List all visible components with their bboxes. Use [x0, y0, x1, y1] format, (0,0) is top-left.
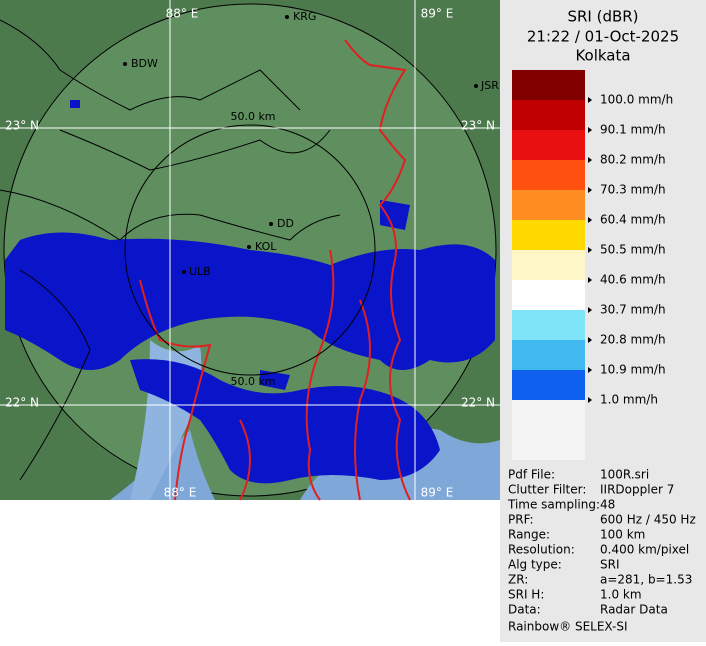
legend-label: 100.0 mm/h — [600, 93, 673, 107]
legend-arrow — [588, 277, 592, 283]
city-label: DD — [277, 217, 294, 230]
city-label: KOL — [255, 240, 277, 253]
panel-time: 21:22 / 01-Oct-2025 — [527, 28, 679, 46]
city-label: ULB — [189, 265, 211, 278]
legend-label: 10.9 mm/h — [600, 363, 666, 377]
legend-swatch — [512, 220, 585, 250]
legend-arrow — [588, 217, 592, 223]
legend-label: 20.8 mm/h — [600, 333, 666, 347]
info-key: Clutter Filter: — [508, 483, 586, 497]
info-key: PRF: — [508, 513, 534, 527]
legend-label: 80.2 mm/h — [600, 153, 666, 167]
info-value: 0.400 km/pixel — [600, 543, 689, 557]
grid-label: 88° E — [164, 486, 197, 500]
info-key: Resolution: — [508, 543, 575, 557]
city-label: JSR — [480, 79, 499, 92]
legend-label: 1.0 mm/h — [600, 393, 658, 407]
legend-swatch — [512, 340, 585, 370]
panel-title: SRI (dBR) — [567, 8, 638, 26]
info-key: SRI H: — [508, 588, 544, 602]
legend-swatch — [512, 190, 585, 220]
grid-label: 23° N — [5, 119, 39, 133]
grid-label: 23° N — [461, 119, 495, 133]
legend-arrow — [588, 97, 592, 103]
info-key: Time sampling: — [507, 498, 600, 512]
legend-swatch — [512, 310, 585, 340]
info-value: IIRDoppler 7 — [600, 483, 674, 497]
legend-arrow — [588, 247, 592, 253]
info-value: 48 — [600, 498, 615, 512]
grid-label: 89° E — [421, 7, 454, 21]
info-value: SRI — [600, 558, 620, 572]
legend-label: 40.6 mm/h — [600, 273, 666, 287]
info-value: 600 Hz / 450 Hz — [600, 513, 696, 527]
grid-label: 88° E — [166, 7, 199, 21]
info-key: Alg type: — [508, 558, 562, 572]
range-label: 50.0 km — [230, 110, 275, 123]
grid-label: 89° E — [421, 486, 454, 500]
legend-arrow — [588, 157, 592, 163]
legend-swatch — [512, 100, 585, 130]
grid-label: 22° N — [5, 396, 39, 410]
legend-label: 90.1 mm/h — [600, 123, 666, 137]
footer: Rainbow® SELEX-SI — [508, 620, 628, 634]
legend-arrow — [588, 127, 592, 133]
panel-site: Kolkata — [575, 47, 630, 65]
info-value: 100R.sri — [600, 468, 649, 482]
legend-arrow — [588, 307, 592, 313]
info-value: 100 km — [600, 528, 645, 542]
legend-swatch — [512, 160, 585, 190]
range-label: 50.0 km — [230, 375, 275, 388]
info-key: Pdf File: — [508, 468, 555, 482]
legend-label: 50.5 mm/h — [600, 243, 666, 257]
info-value: Radar Data — [600, 603, 668, 617]
legend-arrow — [588, 367, 592, 373]
legend-label: 60.4 mm/h — [600, 213, 666, 227]
legend-label: 30.7 mm/h — [600, 303, 666, 317]
legend-empty — [512, 400, 585, 460]
grid-label: 22° N — [461, 396, 495, 410]
info-key: Data: — [508, 603, 541, 617]
legend-swatch — [512, 280, 585, 310]
legend-swatch — [512, 130, 585, 160]
legend-arrow — [588, 187, 592, 193]
city-label: KRG — [293, 10, 316, 23]
legend-arrow — [588, 337, 592, 343]
info-key: Range: — [508, 528, 550, 542]
legend-label: 70.3 mm/h — [600, 183, 666, 197]
info-key: ZR: — [508, 573, 528, 587]
legend-swatch — [512, 250, 585, 280]
info-value: a=281, b=1.53 — [600, 573, 692, 587]
legend-swatch — [512, 70, 585, 100]
legend-arrow — [588, 397, 592, 403]
info-value: 1.0 km — [600, 588, 642, 602]
map — [0, 0, 500, 501]
city-label: BDW — [131, 57, 158, 70]
legend-swatch — [512, 370, 585, 400]
